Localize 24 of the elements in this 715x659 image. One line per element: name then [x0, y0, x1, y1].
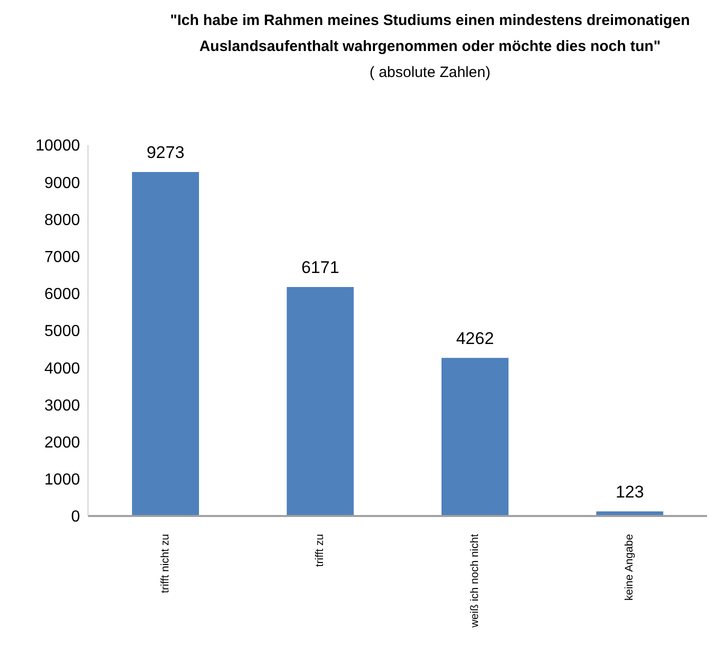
- y-tick-label: 1000: [44, 472, 80, 489]
- bar: [132, 172, 199, 516]
- x-tick-label: trifft nicht zu: [159, 534, 172, 594]
- y-tick-label: 0: [71, 508, 80, 526]
- bar: [286, 287, 354, 516]
- y-tick-label: 10000: [36, 138, 80, 155]
- data-label: 6171: [301, 258, 340, 278]
- chart-subtitle: ( absolute Zahlen): [368, 63, 492, 83]
- data-label: 9273: [146, 142, 184, 162]
- data-label: 123: [616, 482, 644, 502]
- x-tick-label: weiß ich noch nicht: [468, 534, 481, 629]
- chart-title: "Ich habe im Rahmen meines Studiums einen mindestens dreimonatigen Auslandsaufenthalt wahrgenommen oder möchte dies noch tun": [169, 11, 691, 57]
- y-tick-label: 8000: [44, 212, 80, 229]
- x-tick-label: trifft zu: [314, 534, 326, 567]
- y-tick-label: 7000: [44, 248, 80, 266]
- y-tick-label: 2000: [44, 434, 80, 452]
- y-tick-label: 6000: [44, 286, 80, 304]
- y-tick-label: 9000: [44, 174, 80, 192]
- y-tick-label: 4000: [44, 360, 80, 378]
- y-tick-label: 3000: [44, 397, 80, 414]
- data-label: 4262: [456, 328, 494, 348]
- y-tick-label: 5000: [44, 323, 80, 340]
- bar: [442, 358, 508, 516]
- x-tick-label: keine Angabe: [624, 534, 636, 601]
